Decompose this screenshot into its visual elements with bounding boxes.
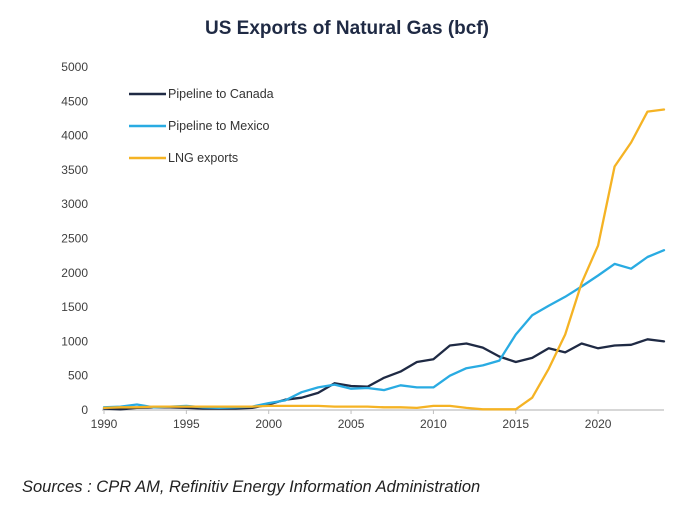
chart-title: US Exports of Natural Gas (bcf) [205, 18, 489, 39]
y-tick-label: 3500 [61, 163, 88, 177]
series-line-pipeline-to-mexico [102, 249, 666, 410]
y-tick-label: 0 [81, 403, 88, 417]
x-tick-label: 2015 [502, 417, 529, 431]
y-tick-label: 1500 [61, 300, 88, 314]
y-tick-label: 4000 [61, 129, 88, 143]
y-tick-label: 500 [68, 369, 88, 383]
x-tick-label: 2010 [420, 417, 447, 431]
y-tick-label: 4500 [61, 94, 88, 108]
legend-label-lng-exports: LNG exports [168, 151, 238, 165]
series-line-pipeline-to-canada [102, 338, 666, 411]
x-tick-label: 2020 [585, 417, 612, 431]
y-tick-label: 1000 [61, 334, 88, 348]
legend-label-pipeline-to-mexico: Pipeline to Mexico [168, 119, 269, 133]
x-tick-label: 1995 [173, 417, 200, 431]
x-tick-label: 2005 [338, 417, 365, 431]
legend-label-pipeline-to-canada: Pipeline to Canada [168, 87, 274, 101]
chart: US Exports of Natural Gas (bcf) 0 500 1000… [61, 18, 666, 431]
y-tick-label: 2000 [61, 266, 88, 280]
y-tick-label: 3000 [61, 197, 88, 211]
y-axis-ticks: 0 500 1000 1500 2000 2500 3000 3500 4000 4500 5000 [61, 60, 88, 417]
x-tick-label: 1990 [91, 417, 118, 431]
x-tick-label: 2000 [255, 417, 282, 431]
series-lines [102, 108, 666, 411]
y-tick-label: 5000 [61, 60, 88, 74]
x-axis-ticks: 1990 1995 2000 2005 2010 2015 2020 [91, 410, 612, 431]
y-tick-label: 2500 [61, 232, 88, 246]
legend: Pipeline to Canada Pipeline to Mexico LNG … [129, 87, 274, 165]
series-line-lng-exports [102, 108, 666, 411]
source-note: Sources : CPR AM, Refinitiv Energy Infor… [22, 478, 481, 496]
